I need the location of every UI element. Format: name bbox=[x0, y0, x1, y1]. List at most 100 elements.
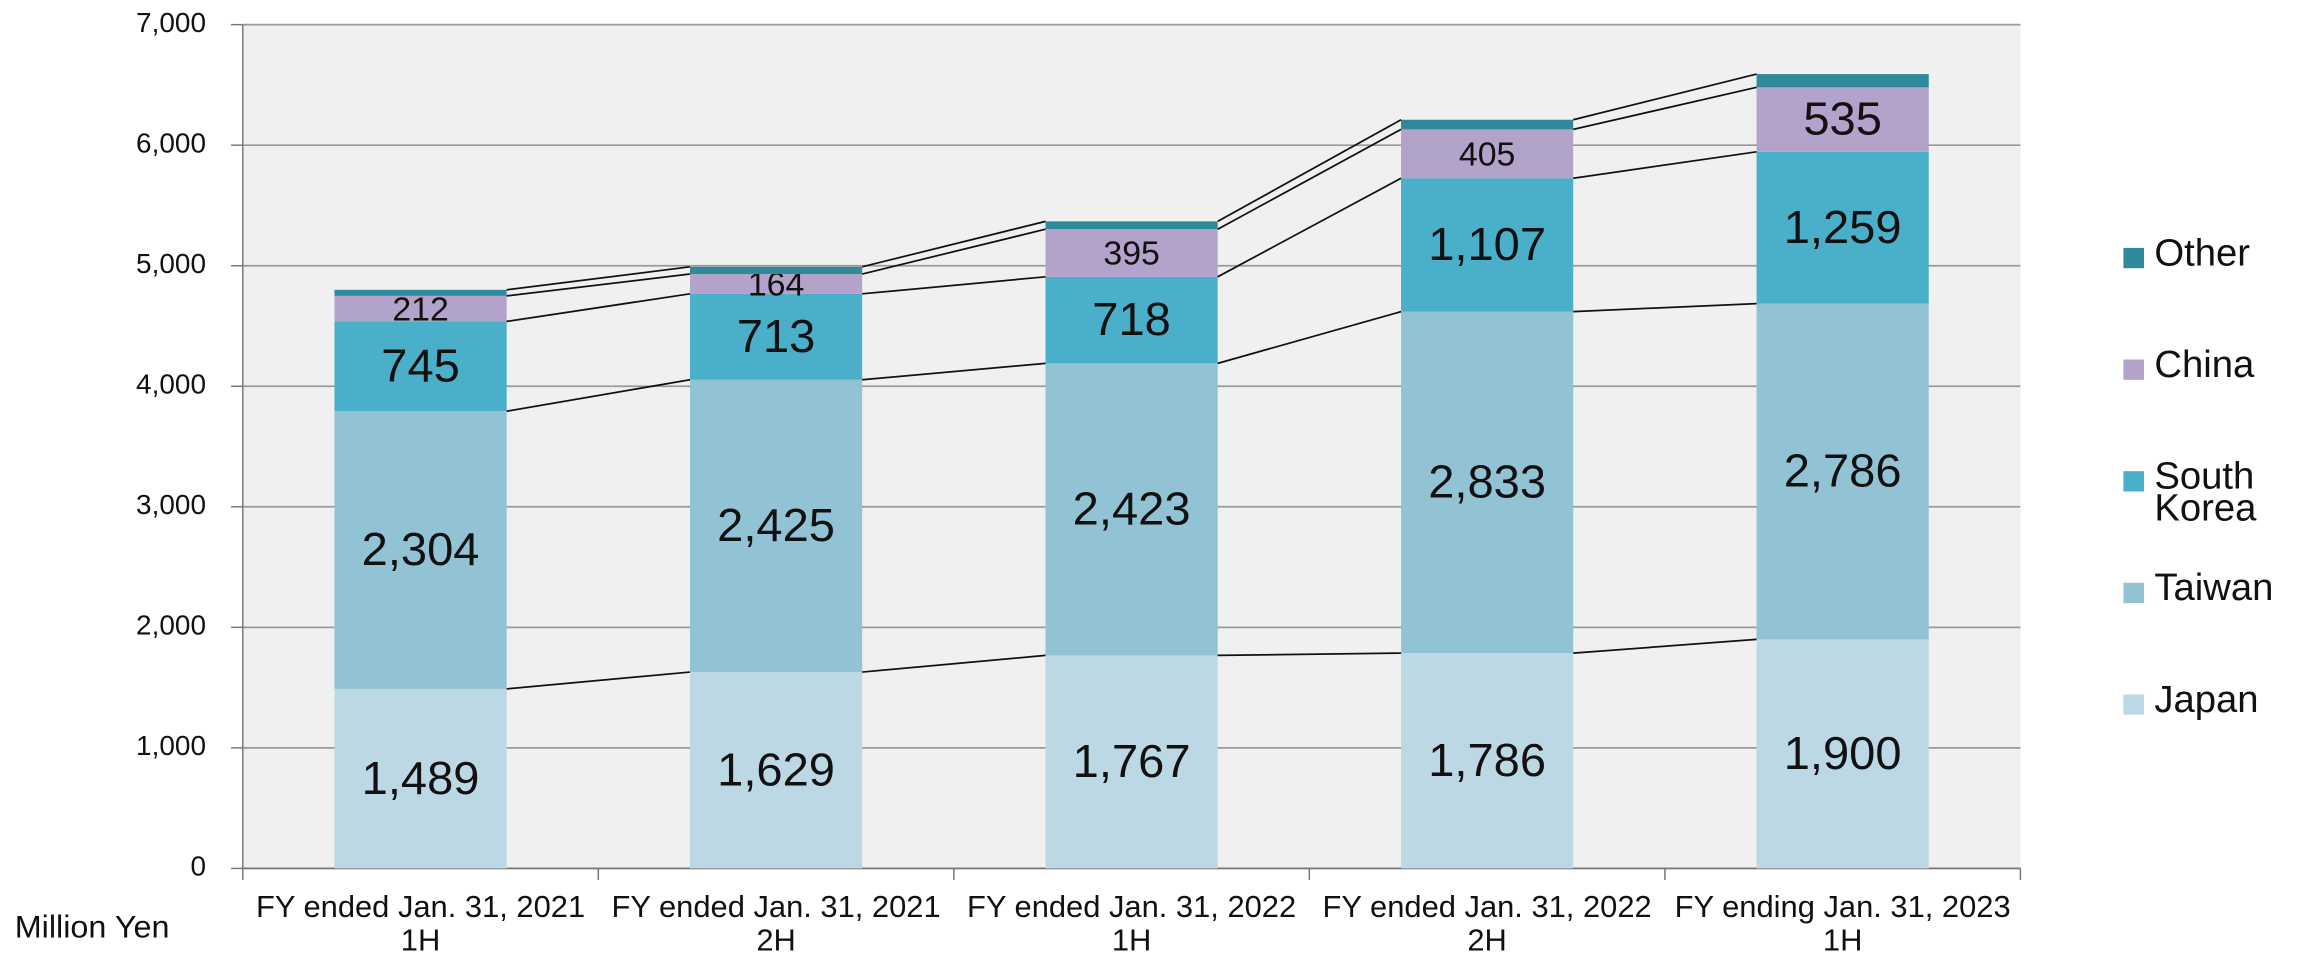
data-label: 2,786 bbox=[1784, 445, 1902, 497]
connector-line bbox=[862, 362, 1046, 381]
x-tick-label: 1H bbox=[1823, 924, 1862, 958]
legend-entry: China bbox=[2154, 347, 2255, 386]
bar-segment bbox=[334, 321, 507, 412]
data-label: 718 bbox=[1092, 294, 1171, 346]
connector-line bbox=[506, 378, 691, 413]
y-tick-label: 1,000 bbox=[136, 730, 206, 761]
x-tick-label: FY ending Jan. 31, 2023 bbox=[1675, 890, 2011, 924]
legend-swatch bbox=[2123, 471, 2145, 492]
connector-line bbox=[1217, 177, 1402, 278]
y-tick-label: 4,000 bbox=[136, 369, 206, 400]
connector-line bbox=[1573, 150, 1757, 180]
bar-segment bbox=[690, 672, 863, 869]
data-label: 1,900 bbox=[1784, 727, 1902, 779]
legend-entry: Taiwan bbox=[2154, 571, 2274, 609]
legend-swatch bbox=[2123, 359, 2145, 380]
bar-segment bbox=[1401, 653, 1574, 869]
y-tick-label: 7,000 bbox=[136, 7, 206, 38]
legend-label: South Korea bbox=[2154, 459, 2257, 530]
data-label: 1,629 bbox=[717, 744, 835, 796]
y-axis-label: Million Yen bbox=[15, 909, 170, 945]
bar-segment bbox=[1401, 178, 1574, 312]
connector-line bbox=[1573, 86, 1757, 131]
y-tick-label: 3,000 bbox=[136, 489, 206, 520]
legend-label: Other bbox=[2154, 236, 2251, 275]
bar-segment bbox=[690, 266, 863, 275]
connector-line bbox=[862, 654, 1046, 673]
data-label: 1,259 bbox=[1784, 201, 1902, 253]
connector-line bbox=[861, 220, 1046, 268]
data-label: 713 bbox=[737, 310, 816, 362]
bar-segment bbox=[1756, 639, 1929, 869]
connector-line bbox=[862, 275, 1046, 295]
legend-label: Taiwan bbox=[2154, 571, 2274, 609]
data-label: 1,767 bbox=[1073, 735, 1191, 787]
connector-line bbox=[1217, 128, 1402, 230]
bar-segment bbox=[334, 289, 507, 296]
connector-line bbox=[1217, 310, 1402, 365]
connector-line bbox=[1572, 73, 1757, 121]
connector-line bbox=[861, 228, 1046, 275]
legend-label: Japan bbox=[2154, 682, 2259, 721]
connector-line bbox=[1217, 118, 1402, 223]
bar-segment bbox=[1045, 276, 1218, 364]
data-label: 1,786 bbox=[1428, 734, 1546, 786]
data-label: 405 bbox=[1459, 137, 1515, 174]
bar-segment bbox=[690, 293, 863, 380]
bar-segment bbox=[1401, 311, 1574, 654]
data-label: 2,425 bbox=[717, 499, 835, 551]
bar-segment bbox=[334, 295, 507, 322]
bar-segment bbox=[690, 274, 863, 294]
data-label: 1,489 bbox=[362, 752, 480, 804]
bar-segment bbox=[690, 379, 863, 673]
x-tick-label: FY ended Jan. 31, 2021 bbox=[612, 890, 941, 924]
data-label: 2,304 bbox=[362, 524, 480, 576]
bar-segment bbox=[1401, 119, 1574, 130]
bar-segment bbox=[1045, 221, 1218, 230]
connector-line bbox=[506, 273, 691, 297]
connector-line bbox=[506, 265, 691, 291]
x-tick-label: 2H bbox=[1467, 924, 1506, 958]
bar-segment bbox=[1756, 74, 1929, 88]
x-tick-label: FY ended Jan. 31, 2022 bbox=[967, 890, 1296, 924]
y-tick-label: 0 bbox=[190, 851, 206, 882]
legend-swatch bbox=[2123, 247, 2145, 269]
connector-line bbox=[1217, 652, 1402, 657]
x-tick-label: 2H bbox=[756, 924, 795, 958]
connector-line bbox=[506, 292, 691, 323]
data-label: 2,833 bbox=[1428, 456, 1546, 508]
bar-segment bbox=[1401, 129, 1574, 179]
connector-line bbox=[1573, 302, 1757, 313]
data-label: 395 bbox=[1103, 236, 1159, 273]
legend-entry: South Korea bbox=[2154, 459, 2257, 530]
y-tick-label: 6,000 bbox=[136, 128, 206, 159]
connector-line bbox=[506, 671, 691, 690]
data-label: 1,107 bbox=[1428, 218, 1546, 270]
legend-swatch bbox=[2123, 582, 2145, 604]
x-tick-label: 1H bbox=[401, 924, 440, 958]
x-tick-label: FY ended Jan. 31, 2022 bbox=[1323, 890, 1652, 924]
y-tick-label: 5,000 bbox=[136, 248, 206, 279]
legend-swatch bbox=[2123, 694, 2145, 715]
bar-segment bbox=[1045, 363, 1218, 656]
x-tick-label: FY ended Jan. 31, 2021 bbox=[256, 890, 585, 924]
bar-segment bbox=[1045, 229, 1218, 277]
bar-segment bbox=[334, 688, 507, 869]
bar-segment bbox=[1045, 655, 1218, 869]
data-label: 745 bbox=[381, 340, 460, 392]
connector-line bbox=[1573, 638, 1757, 655]
legend-entry: Other bbox=[2154, 236, 2251, 275]
y-tick-label: 2,000 bbox=[136, 610, 206, 641]
bar-segment bbox=[1756, 87, 1929, 152]
data-label: 535 bbox=[1803, 93, 1882, 145]
bar-segment bbox=[1756, 303, 1929, 640]
legend-label: China bbox=[2154, 347, 2255, 386]
data-label: 2,423 bbox=[1073, 483, 1191, 535]
data-label: 212 bbox=[392, 292, 448, 329]
bar-segment bbox=[1756, 151, 1929, 304]
x-tick-label: 1H bbox=[1112, 924, 1151, 958]
bar-segment bbox=[334, 411, 507, 689]
legend-entry: Japan bbox=[2154, 682, 2259, 721]
